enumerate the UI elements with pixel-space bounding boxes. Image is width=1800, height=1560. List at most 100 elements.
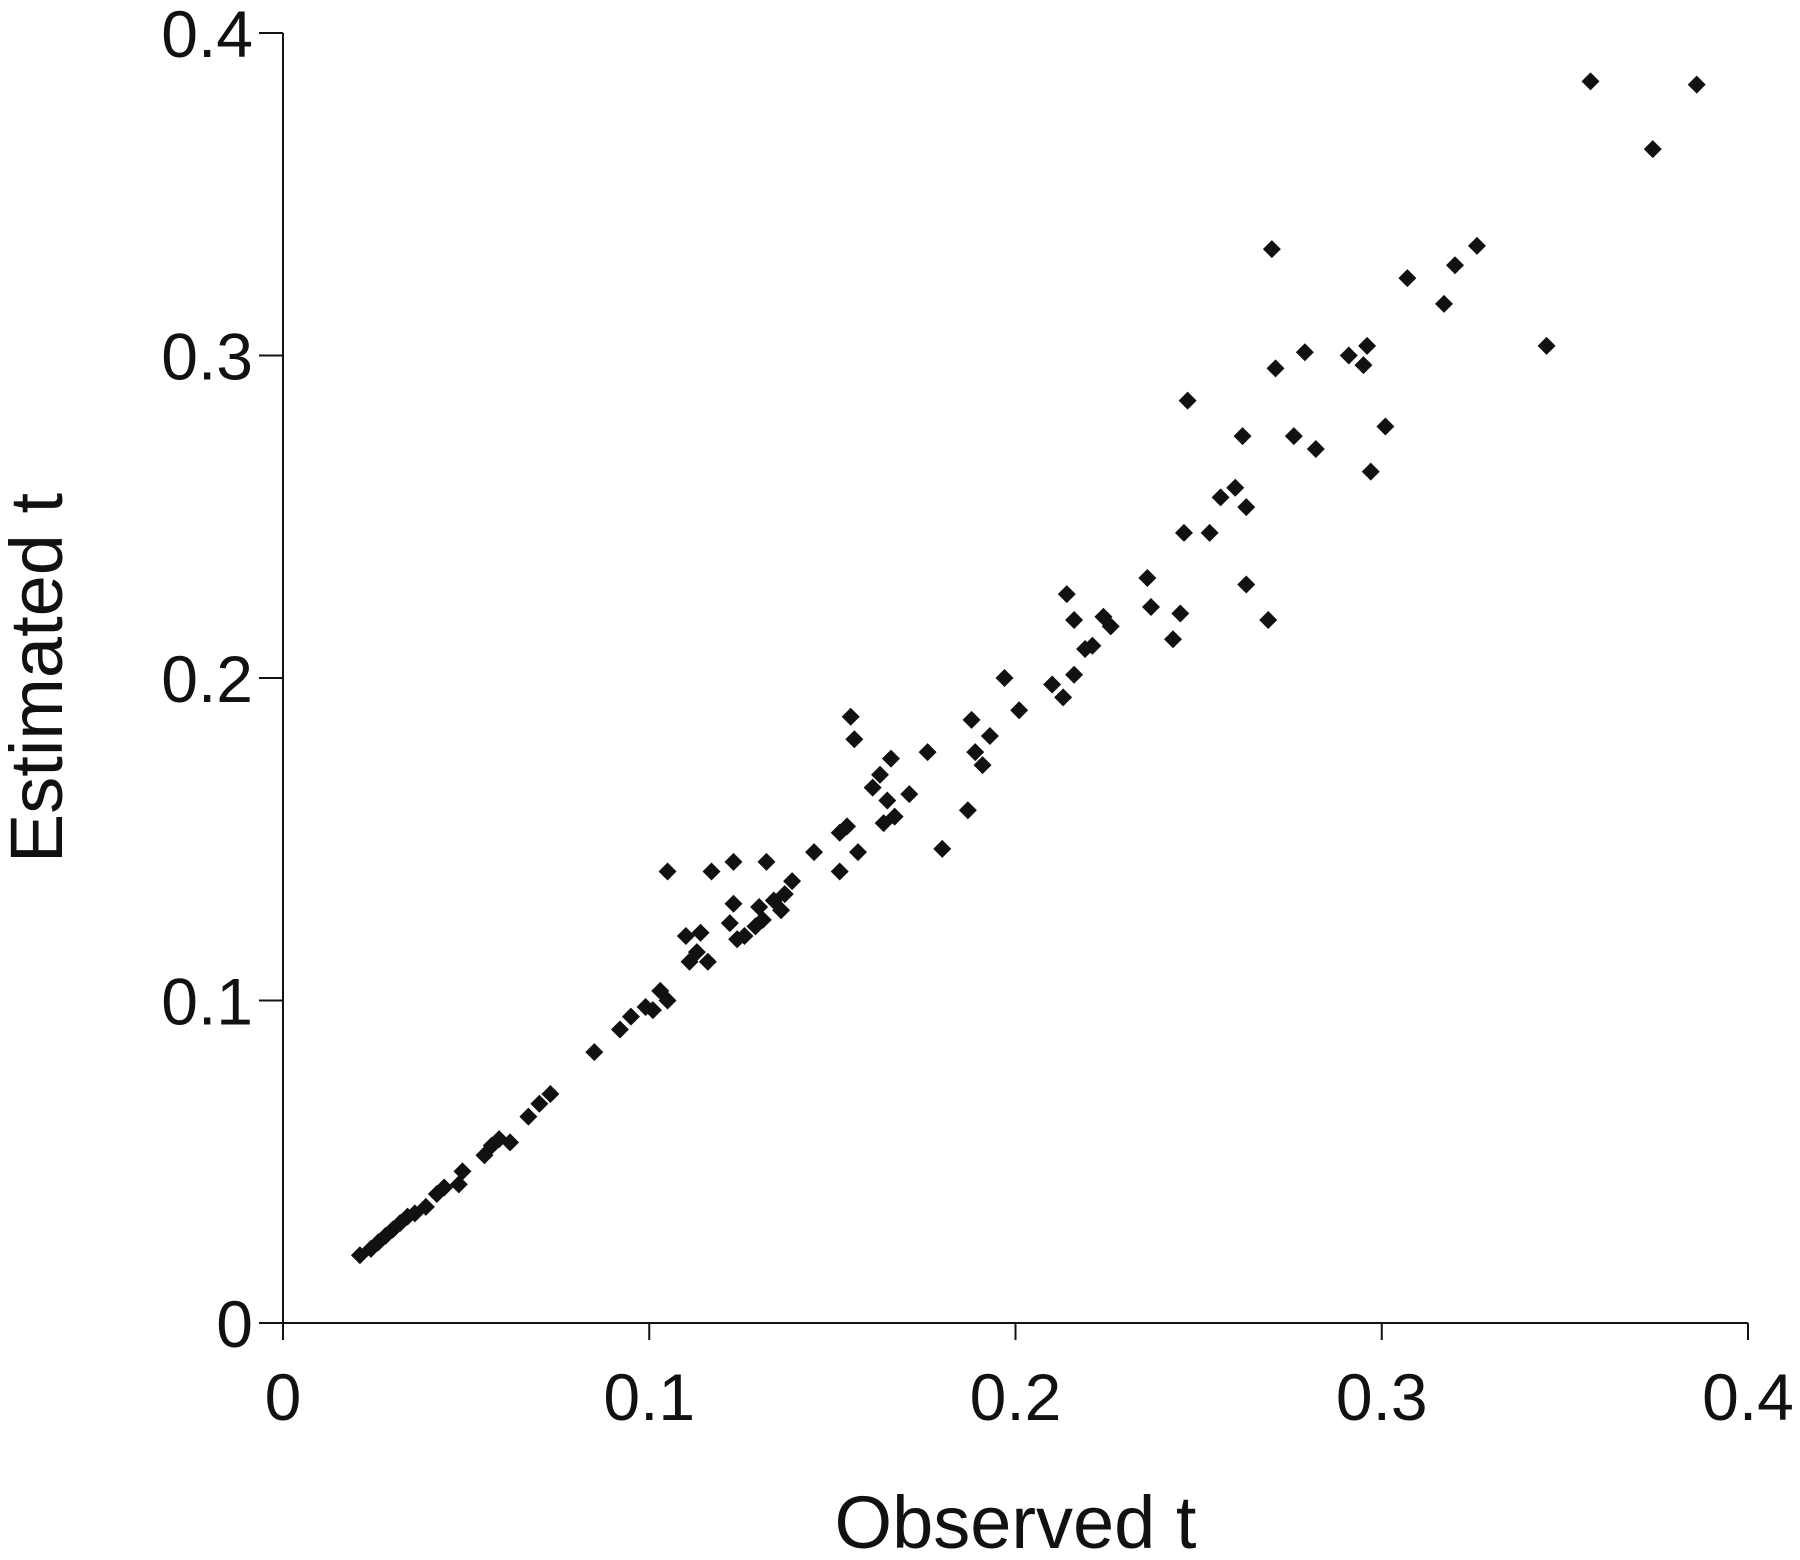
data-point: [845, 730, 864, 749]
x-tick-label: 0.2: [970, 1360, 1062, 1434]
data-point: [1262, 240, 1281, 259]
data-point: [1398, 269, 1417, 288]
data-point: [585, 1043, 604, 1062]
x-tick-label: 0.3: [1336, 1360, 1428, 1434]
data-point: [1065, 665, 1084, 684]
data-point: [1226, 478, 1245, 497]
data-point: [881, 749, 900, 768]
data-point: [838, 817, 857, 836]
data-point: [702, 862, 721, 881]
data-point: [1446, 256, 1464, 275]
data-point: [805, 843, 824, 862]
data-point: [1467, 236, 1486, 255]
data-point: [1306, 440, 1325, 459]
data-point: [1237, 498, 1256, 517]
x-tick-label: 0.1: [603, 1360, 695, 1434]
data-point: [621, 1007, 640, 1026]
data-point: [1354, 356, 1373, 375]
data-point: [750, 897, 769, 916]
data-point: [1101, 617, 1120, 636]
data-point: [1284, 427, 1303, 446]
data-point: [1361, 462, 1380, 481]
data-point: [1083, 636, 1102, 655]
data-point: [918, 743, 937, 762]
data-point: [1142, 598, 1161, 617]
y-tick-label: 0.3: [161, 320, 253, 394]
data-point: [1057, 585, 1076, 604]
data-point: [1211, 488, 1230, 507]
data-point: [783, 872, 802, 891]
data-point: [691, 923, 710, 942]
data-point: [772, 901, 791, 920]
data-point: [735, 927, 754, 945]
data-point: [541, 1085, 560, 1104]
data-point: [1687, 75, 1706, 94]
data-point: [966, 743, 985, 762]
data-point: [724, 894, 743, 913]
data-point: [1643, 140, 1662, 159]
data-point: [658, 862, 677, 881]
data-point: [878, 791, 897, 810]
data-point: [610, 1020, 629, 1039]
data-point: [849, 843, 868, 862]
y-tick-label: 0.4: [161, 0, 253, 71]
data-point: [1138, 569, 1157, 588]
data-point: [1376, 417, 1395, 436]
y-tick-label: 0.2: [161, 642, 253, 716]
data-point: [757, 852, 776, 871]
data-point: [1054, 688, 1073, 707]
data-point: [900, 785, 919, 804]
data-point: [958, 801, 977, 820]
data-point: [1295, 343, 1314, 362]
data-point: [933, 839, 952, 858]
data-point: [1043, 675, 1062, 694]
data-point: [676, 927, 695, 945]
data-point: [453, 1162, 472, 1181]
data-point: [995, 669, 1014, 687]
axes: [282, 33, 1748, 1324]
x-tick-label: 0: [265, 1360, 302, 1434]
y-axis-title: Estimated t: [0, 492, 78, 863]
data-point: [687, 943, 706, 962]
data-point: [841, 707, 860, 726]
x-tick-label: 0.4: [1702, 1360, 1794, 1434]
data-point: [830, 862, 849, 881]
data-point: [980, 727, 999, 746]
data-point: [863, 778, 882, 797]
data-point: [1259, 610, 1278, 629]
data-point: [720, 914, 739, 933]
data-point: [1358, 336, 1377, 355]
data-point: [1537, 336, 1556, 355]
data-points: [350, 72, 1706, 1265]
data-point: [1435, 294, 1454, 313]
data-point: [435, 1178, 454, 1197]
x-axis-title: Observed t: [835, 1481, 1197, 1560]
data-point: [519, 1107, 538, 1126]
data-point: [698, 952, 717, 971]
data-point: [753, 910, 772, 929]
data-point: [530, 1094, 549, 1113]
y-tick-label: 0.1: [161, 965, 253, 1039]
data-point: [1171, 604, 1190, 623]
data-point: [962, 710, 981, 729]
data-point: [643, 1001, 662, 1020]
data-point: [658, 991, 677, 1010]
data-point: [870, 765, 889, 784]
axis-ticks: 0 0.1 0.2 0.3 0.4 0 0.1 0.2 0.3 0.4: [161, 0, 1794, 1434]
y-tick-label: 0: [216, 1287, 253, 1361]
data-point: [1200, 523, 1219, 542]
data-point: [1065, 610, 1084, 629]
data-point: [1174, 523, 1193, 542]
data-point: [1266, 359, 1285, 378]
data-point: [449, 1175, 468, 1194]
data-point: [1178, 391, 1197, 410]
data-point: [1010, 701, 1029, 720]
data-point: [416, 1197, 435, 1216]
data-point: [775, 885, 794, 904]
data-point: [885, 807, 904, 826]
data-point: [973, 756, 992, 775]
data-point: [501, 1133, 520, 1152]
data-point: [724, 852, 743, 871]
data-point: [1581, 72, 1600, 91]
